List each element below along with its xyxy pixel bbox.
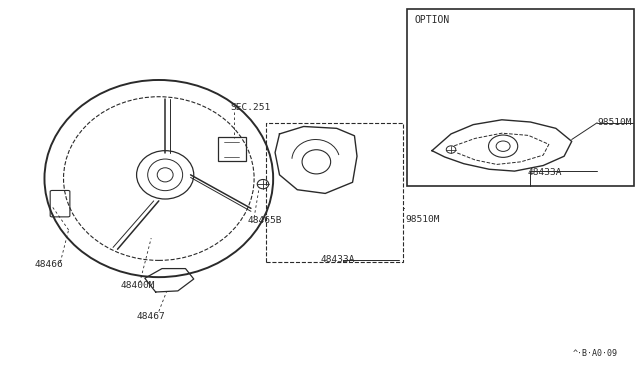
Text: 48465B: 48465B <box>248 216 282 225</box>
Text: 48433A: 48433A <box>527 168 562 177</box>
Text: 98510M: 98510M <box>597 118 632 127</box>
Text: 48467: 48467 <box>136 312 165 321</box>
Text: ^·B·A0·09: ^·B·A0·09 <box>572 349 618 358</box>
Text: 48400M: 48400M <box>121 281 155 290</box>
Bar <box>266 123 403 262</box>
Text: SEC.251: SEC.251 <box>230 103 270 112</box>
Text: OPTION: OPTION <box>414 15 449 25</box>
Text: 98510M: 98510M <box>405 215 440 224</box>
Bar <box>406 9 634 186</box>
Text: 48433A: 48433A <box>321 255 355 264</box>
Text: 48466: 48466 <box>35 260 64 269</box>
